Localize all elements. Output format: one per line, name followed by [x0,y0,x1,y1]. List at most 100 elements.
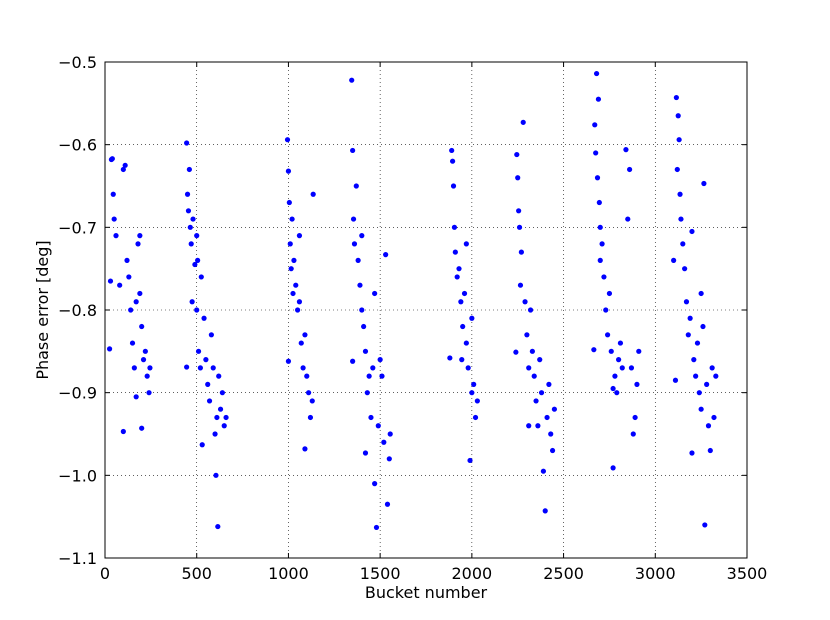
point [603,307,609,313]
point [110,191,116,197]
point [614,390,620,396]
point [515,175,521,181]
point [608,348,614,354]
point [287,241,293,247]
y-tick-label: −0.7 [58,218,97,237]
point [538,390,545,396]
point [513,349,519,355]
point [184,140,190,146]
point [208,332,214,338]
point [307,414,314,421]
point [460,323,466,330]
point [381,439,387,445]
point [689,450,695,456]
point [384,501,391,507]
point [186,166,192,173]
y-tick-label: −0.6 [58,136,97,155]
point [350,147,356,154]
point [131,365,137,371]
point [310,191,316,197]
point [593,70,600,77]
point [192,261,198,268]
point [628,365,635,371]
point [469,390,475,396]
point [107,278,114,284]
point [137,290,143,297]
point [458,299,464,305]
point [189,299,195,305]
point [516,224,523,230]
point [672,377,679,383]
point [372,481,378,487]
point [623,147,629,153]
y-tick-label: −0.8 [58,301,97,320]
point [698,290,704,297]
point [610,465,616,471]
point [210,365,216,371]
point [213,472,219,478]
point [674,166,680,173]
point [206,398,213,404]
x-tick-label: 3000 [635,564,676,583]
point [194,307,200,313]
point [359,233,365,239]
point [514,151,520,158]
point [284,137,291,143]
point [188,241,194,247]
point [597,257,603,263]
point [683,299,690,305]
y-axis-label: Phase error [deg] [33,240,52,379]
point [144,373,150,379]
point [285,358,292,364]
point [526,423,532,429]
point [109,156,115,162]
point [463,340,469,346]
point [450,183,457,189]
point [680,241,686,247]
point [373,524,380,531]
point [370,365,376,371]
point [304,373,310,379]
point [540,468,546,474]
point [709,365,715,371]
point [199,442,205,448]
point [377,357,383,363]
point [197,365,203,371]
point [285,168,292,174]
point [701,180,707,187]
point [296,299,303,305]
point [616,357,622,363]
point [190,216,196,222]
point [137,233,143,239]
point [146,390,152,396]
point [364,390,370,396]
point [120,166,126,173]
point [689,228,695,235]
point [357,282,363,288]
point [106,346,113,352]
point [126,274,132,280]
point [375,423,381,429]
point [471,381,477,387]
point [219,390,225,396]
point [362,450,369,456]
point [302,332,308,338]
point [387,431,393,437]
point [212,431,218,437]
x-tick-label: 1500 [360,564,401,583]
point [368,414,374,421]
point [627,166,633,173]
point [383,252,389,258]
point [546,381,552,387]
point [619,365,625,371]
point [673,94,679,101]
point [604,332,611,338]
point [531,373,537,379]
point [533,398,539,404]
point [634,381,640,387]
point [372,290,378,297]
point [302,446,308,452]
point [551,406,558,412]
point [595,96,602,102]
